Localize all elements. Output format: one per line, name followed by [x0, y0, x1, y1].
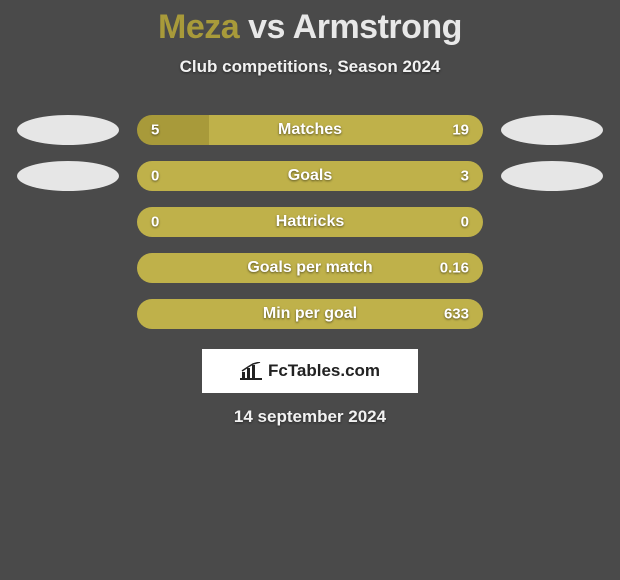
bar-segment-right [209, 115, 483, 145]
stat-value-left: 0 [151, 214, 159, 231]
stat-bar: 0 Hattricks 0 [137, 207, 483, 237]
stat-row: 0 Hattricks 0 [0, 207, 620, 237]
title-player1: Meza [158, 8, 239, 46]
stat-row: Min per goal 633 [0, 299, 620, 329]
subtitle: Club competitions, Season 2024 [0, 57, 620, 77]
stat-value-right: 0.16 [440, 260, 469, 277]
stat-rows: 5 Matches 19 0 Goals 3 0 Hattricks 0 Goals per ma… [0, 115, 620, 329]
stat-row: 5 Matches 19 [0, 115, 620, 145]
stat-label: Min per goal [263, 305, 357, 323]
player1-oval [17, 161, 119, 191]
player1-oval [17, 115, 119, 145]
stat-row: Goals per match 0.16 [0, 253, 620, 283]
brand-chart-icon [240, 362, 262, 380]
stat-label: Goals per match [247, 259, 372, 277]
stat-bar: 5 Matches 19 [137, 115, 483, 145]
date: 14 september 2024 [0, 407, 620, 427]
bar-segment-left [137, 115, 209, 145]
stat-value-right: 633 [444, 306, 469, 323]
title-player2: Armstrong [293, 8, 462, 46]
player2-oval [501, 115, 603, 145]
stat-value-right: 19 [452, 122, 469, 139]
stat-value-left: 5 [151, 122, 159, 139]
stat-value-right: 3 [461, 168, 469, 185]
brand-text: FcTables.com [268, 361, 380, 381]
brand-card: FcTables.com [202, 349, 418, 393]
stat-label: Hattricks [276, 213, 344, 231]
stat-value-right: 0 [461, 214, 469, 231]
stat-bar: 0 Goals 3 [137, 161, 483, 191]
infographic: Meza vs Armstrong Club competitions, Sea… [0, 0, 620, 427]
stat-bar: Min per goal 633 [137, 299, 483, 329]
stat-value-left: 0 [151, 168, 159, 185]
stat-label: Goals [288, 167, 332, 185]
stat-label: Matches [278, 121, 342, 139]
player2-oval [501, 161, 603, 191]
stat-bar: Goals per match 0.16 [137, 253, 483, 283]
title-vs: vs [248, 8, 285, 46]
page-title: Meza vs Armstrong [0, 8, 620, 47]
stat-row: 0 Goals 3 [0, 161, 620, 191]
